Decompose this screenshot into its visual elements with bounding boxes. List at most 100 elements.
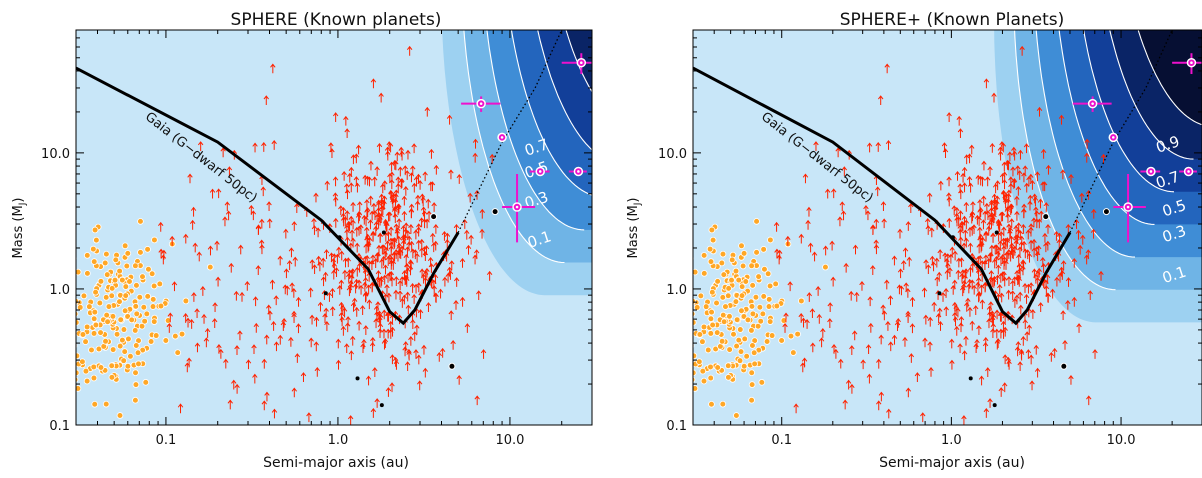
rv-planet-arrow xyxy=(903,282,909,293)
rv-planet-arrow xyxy=(311,264,318,275)
rv-planet-arrow xyxy=(978,375,985,386)
transit-planet-point xyxy=(778,337,785,344)
transit-planet-point xyxy=(111,276,119,284)
rv-planet-arrow xyxy=(363,243,369,254)
transit-planet-point xyxy=(759,428,765,434)
rv-planet-arrow xyxy=(1040,148,1047,159)
rv-planet-arrow xyxy=(835,147,841,158)
rv-planet-arrow xyxy=(949,359,955,370)
known-planet-point xyxy=(950,235,955,240)
rv-planet-arrow xyxy=(827,318,833,328)
rv-planet-arrow xyxy=(1019,45,1025,56)
transit-planet-point xyxy=(83,252,91,259)
rv-planet-arrow xyxy=(369,210,375,221)
transit-planet-point xyxy=(765,296,773,303)
rv-planet-arrow xyxy=(979,176,986,187)
rv-planet-arrow xyxy=(1010,249,1017,259)
rv-planet-arrow xyxy=(207,245,214,256)
rv-planet-arrow xyxy=(245,359,252,370)
rv-planet-arrow xyxy=(957,228,963,239)
rv-planet-arrow xyxy=(313,192,319,203)
transit-planet-point xyxy=(90,374,98,382)
rv-planet-arrow xyxy=(925,225,931,235)
rv-planet-arrow xyxy=(952,250,958,261)
rv-planet-arrow xyxy=(905,310,911,321)
transit-planet-point xyxy=(66,315,72,321)
transit-planet-point xyxy=(116,342,124,350)
transit-planet-point xyxy=(719,294,727,301)
transit-planet-point xyxy=(765,303,773,310)
transit-planet-point xyxy=(737,348,745,355)
rv-planet-arrow xyxy=(388,241,395,252)
rv-planet-arrow xyxy=(424,267,430,278)
rv-planet-arrow xyxy=(373,318,379,329)
transit-planet-point xyxy=(86,303,93,310)
transit-planet-point xyxy=(140,303,148,311)
rv-planet-arrow xyxy=(332,176,339,187)
rv-planet-arrow xyxy=(954,206,960,217)
rv-planet-arrow xyxy=(937,249,943,259)
rv-planet-arrow xyxy=(364,226,370,237)
transit-planet-point xyxy=(748,381,756,388)
transit-planet-point xyxy=(156,280,164,288)
rv-planet-arrow xyxy=(332,192,339,203)
rv-planet-arrow xyxy=(401,195,408,206)
rv-planet-arrow xyxy=(420,196,426,207)
rv-planet-arrow xyxy=(905,221,912,231)
rv-planet-arrow xyxy=(368,195,374,206)
transit-planet-point xyxy=(76,385,82,392)
rv-planet-arrow xyxy=(347,415,354,425)
transit-planet-point xyxy=(707,363,714,371)
rv-planet-arrow xyxy=(233,290,240,301)
rv-planet-arrow xyxy=(344,236,351,247)
rv-planet-arrow xyxy=(386,292,392,303)
rv-planet-arrow xyxy=(1034,251,1041,261)
rv-planet-arrow xyxy=(392,237,398,247)
rv-planet-arrow xyxy=(416,282,422,293)
rv-planet-arrow xyxy=(250,210,257,221)
imaged-planet-center xyxy=(500,136,504,139)
rv-planet-arrow xyxy=(866,373,873,384)
rv-planet-arrow xyxy=(1007,151,1013,162)
transit-planet-point xyxy=(132,342,140,349)
rv-planet-arrow xyxy=(295,323,302,334)
rv-planet-arrow xyxy=(998,272,1004,283)
rv-planet-arrow xyxy=(392,206,398,216)
transit-planet-point xyxy=(738,283,746,290)
transit-planet-point xyxy=(137,249,144,256)
rv-planet-arrow xyxy=(405,149,411,160)
transit-planet-point xyxy=(748,369,756,377)
rv-planet-arrow xyxy=(381,200,387,210)
rv-planet-arrow xyxy=(309,314,315,325)
transit-planet-point xyxy=(707,315,715,323)
transit-planet-point xyxy=(64,382,70,388)
rv-planet-arrow xyxy=(366,176,373,187)
rv-planet-arrow xyxy=(161,249,167,260)
rv-planet-arrow xyxy=(881,218,887,229)
transit-planet-point xyxy=(767,236,774,244)
rv-planet-arrow xyxy=(1028,223,1034,234)
rv-planet-arrow xyxy=(905,387,912,398)
imaged-planet-center xyxy=(1149,170,1153,173)
transit-planet-point xyxy=(90,258,98,265)
rv-planet-arrow xyxy=(426,210,432,221)
rv-planet-arrow xyxy=(348,350,355,361)
rv-planet-arrow xyxy=(1027,200,1033,211)
rv-planet-arrow xyxy=(982,342,989,352)
rv-planet-arrow xyxy=(255,225,262,236)
transit-planet-point xyxy=(97,278,105,285)
rv-planet-arrow xyxy=(937,321,944,331)
transit-planet-point xyxy=(76,376,79,383)
x-tick-label: 10.0 xyxy=(1107,433,1136,448)
rv-planet-arrow xyxy=(909,323,916,334)
rv-planet-arrow xyxy=(991,92,997,103)
transit-planet-point xyxy=(735,336,743,344)
transit-planet-point xyxy=(91,308,99,316)
transit-planet-point xyxy=(122,283,130,290)
transit-planet-point xyxy=(708,226,716,234)
rv-planet-arrow xyxy=(1060,169,1066,180)
rv-planet-arrow xyxy=(961,182,968,193)
rv-planet-arrow xyxy=(999,173,1006,183)
rv-planet-arrow xyxy=(1080,234,1086,245)
transit-planet-point xyxy=(738,307,745,315)
